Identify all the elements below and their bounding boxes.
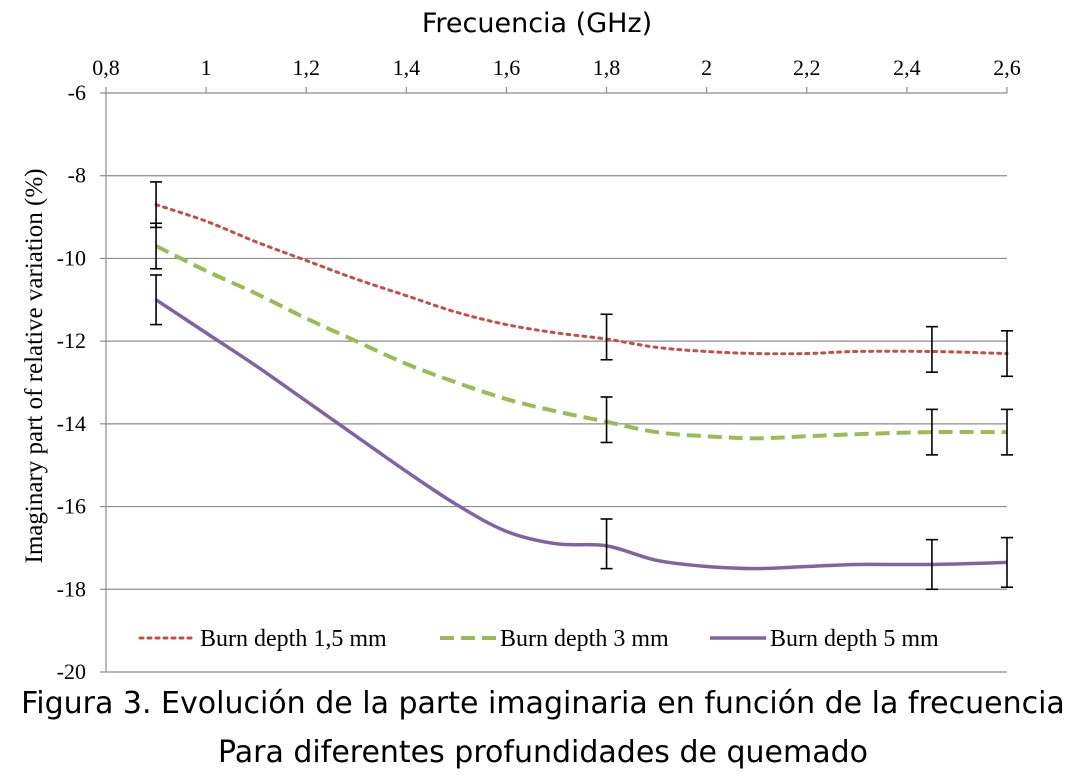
legend-label-0: Burn depth 1,5 mm <box>200 626 387 652</box>
figure-caption-line-2: Para diferentes profundidades de quemado <box>218 735 868 770</box>
x-tick-label-2: 1,2 <box>292 55 320 80</box>
x-tick-label-0: 0,8 <box>92 55 120 80</box>
legend: Burn depth 1,5 mm Burn depth 3 mm Burn dep… <box>138 626 939 652</box>
y-tick-label-2: -10 <box>57 245 86 270</box>
y-axis-title: Imaginary part of relative variation (%) <box>21 169 48 564</box>
error-bar-s2-p2 <box>925 538 938 591</box>
legend-label-1: Burn depth 3 mm <box>500 626 669 652</box>
error-bar-s1-p0 <box>150 222 163 270</box>
series-line-1 <box>155 244 1008 441</box>
error-bar-s1-p2 <box>925 408 938 456</box>
y-tick-label-5: -16 <box>57 494 86 519</box>
x-tick-label-9: 2,6 <box>993 55 1021 80</box>
y-tick-label-3: -12 <box>57 328 86 353</box>
error-bar-s0-p3 <box>1001 330 1013 378</box>
error-bar-s2-p0 <box>150 274 163 326</box>
legend-label-2: Burn depth 5 mm <box>770 626 939 652</box>
x-tick-label-7: 2,2 <box>793 55 821 80</box>
series-lines <box>154 203 1009 571</box>
y-tick-label-7: -20 <box>57 659 86 684</box>
error-bar-s2-p3 <box>1001 536 1013 589</box>
error-bar-s0-p1 <box>600 313 613 361</box>
y-tick-label-1: -8 <box>68 163 86 188</box>
y-tick-label-0: -6 <box>68 80 86 105</box>
x-tick-label-5: 1,8 <box>593 55 621 80</box>
x-axis-title: Frecuencia (GHz) <box>422 8 652 39</box>
error-bar-s0-p0 <box>150 181 163 229</box>
error-bars <box>150 181 1013 591</box>
x-tick-label-1: 1 <box>201 55 212 80</box>
error-bar-s1-p3 <box>1001 408 1013 456</box>
series-line-2 <box>155 298 1008 571</box>
series-line-0 <box>154 203 1009 356</box>
x-tick-label-3: 1,4 <box>393 55 421 80</box>
figure-caption-line-1: Figura 3. Evolución de la parte imaginar… <box>21 686 1065 721</box>
error-bar-s2-p1 <box>600 518 613 570</box>
line-chart: Frecuencia (GHz) 0,8 1 1,2 1,4 1,6 1,8 2 2,2 2,4… <box>21 8 1021 684</box>
gridlines <box>100 87 1008 673</box>
x-tick-label-6: 2 <box>701 55 712 80</box>
x-tick-label-4: 1,6 <box>493 55 521 80</box>
y-tick-label-6: -18 <box>57 576 86 601</box>
x-tick-labels: 0,8 1 1,2 1,4 1,6 1,8 2 2,2 2,4 2,6 <box>92 55 1021 80</box>
y-tick-label-4: -14 <box>57 411 86 436</box>
error-bar-s1-p1 <box>600 396 613 444</box>
y-tick-labels: -6 -8 -10 -12 -14 -16 -18 -20 <box>57 80 86 684</box>
error-bar-s0-p2 <box>925 325 938 373</box>
x-tick-label-8: 2,4 <box>893 55 921 80</box>
